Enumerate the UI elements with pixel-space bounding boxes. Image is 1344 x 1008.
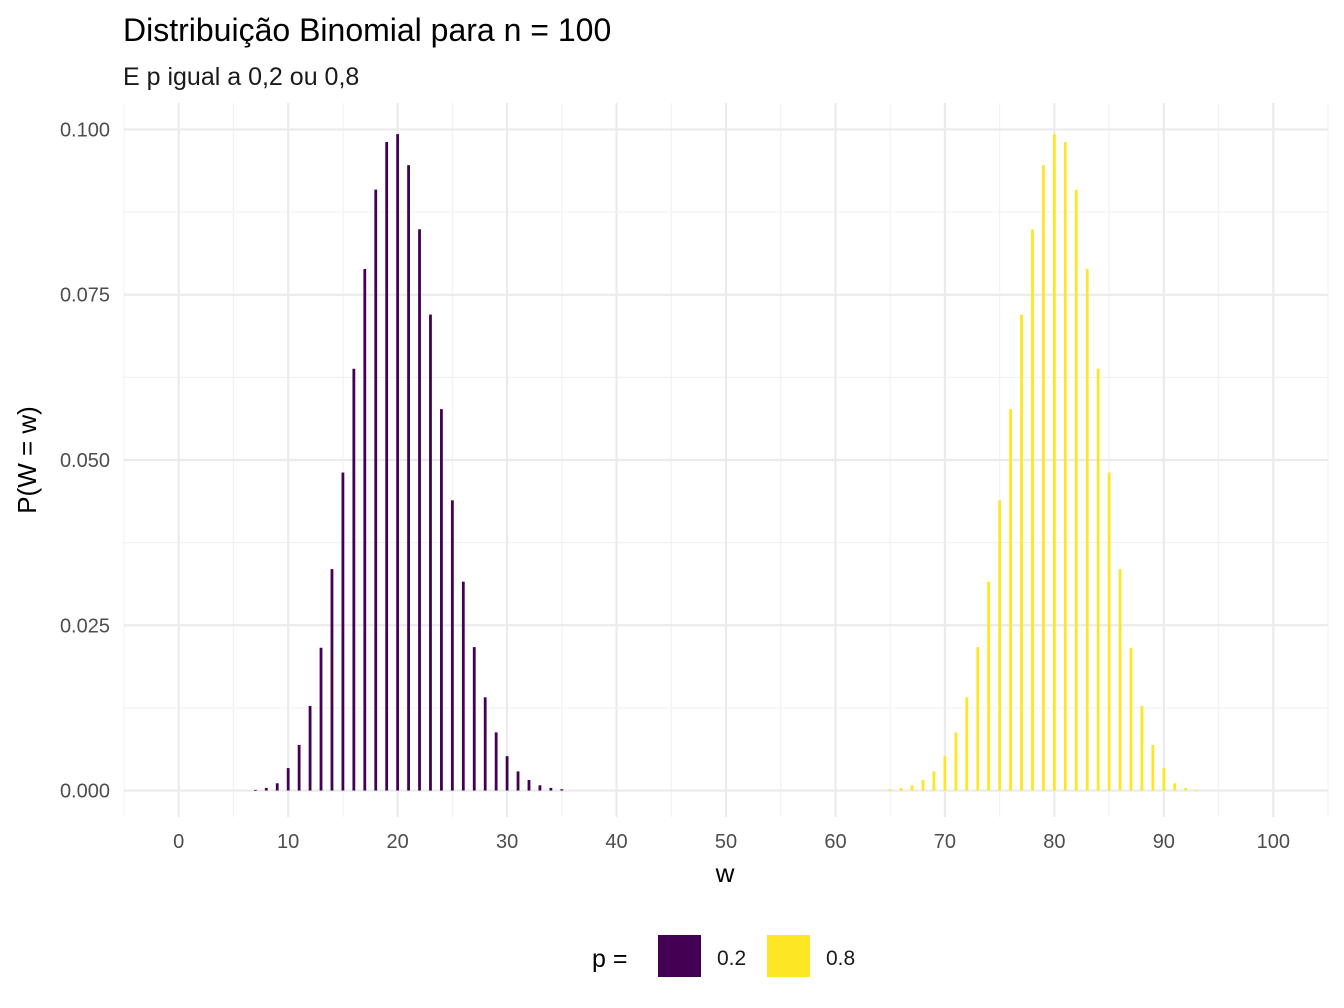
bar-p08 (1107, 472, 1111, 791)
y-tick-label: 0.100 (60, 119, 110, 141)
legend-label: 0.2 (717, 947, 746, 970)
legend-title: p = (592, 945, 627, 973)
bar-p08 (1184, 787, 1188, 791)
bar-p08 (943, 756, 947, 791)
bar-p08 (888, 789, 892, 791)
bar-p08 (1074, 189, 1078, 791)
x-tick-label: 80 (1043, 831, 1065, 853)
bar-p02 (483, 697, 487, 791)
bar-marks (253, 134, 1199, 791)
bar-p02 (527, 779, 531, 791)
bar-p02 (352, 368, 356, 791)
x-tick-label: 10 (277, 831, 299, 853)
bar-p08 (1020, 314, 1023, 791)
bar-p02 (286, 768, 290, 791)
bar-p02 (472, 647, 476, 791)
bar-p08 (921, 779, 925, 791)
bar-p08 (965, 697, 969, 791)
legend-key (767, 935, 810, 977)
y-tick-label: 0.025 (60, 615, 110, 637)
bar-p02 (264, 787, 268, 791)
bar-p08 (1031, 229, 1034, 791)
bar-p02 (374, 189, 378, 791)
bar-p08 (1063, 142, 1067, 791)
x-tick-label: 70 (934, 831, 956, 853)
bar-p08 (987, 581, 991, 791)
bar-p02 (407, 165, 410, 791)
bar-p08 (1052, 134, 1056, 791)
bar-p02 (418, 229, 421, 791)
bar-p02 (450, 500, 454, 791)
x-tick-label: 100 (1257, 831, 1290, 853)
bar-p02 (560, 789, 564, 791)
bar-p02 (549, 787, 553, 791)
x-tick-label: 40 (605, 831, 627, 853)
bar-p08 (998, 500, 1002, 791)
bar-p02 (440, 409, 443, 791)
x-tick-label: 30 (496, 831, 518, 853)
chart-subtitle: E p igual a 0,2 ou 0,8 (123, 63, 359, 91)
bar-p02 (330, 569, 334, 791)
bar-p02 (429, 314, 432, 791)
legend: p = 0.2 0.8 (592, 935, 855, 977)
y-axis-ticks: 0.000 0.025 0.050 0.075 0.100 (60, 119, 110, 802)
bar-p02 (297, 744, 301, 791)
bar-p08 (1085, 268, 1089, 791)
bar-p08 (1195, 789, 1199, 791)
y-tick-label: 0.075 (60, 285, 110, 307)
bar-p08 (1140, 705, 1144, 791)
bar-p08 (910, 785, 914, 791)
bar-p02 (505, 756, 509, 791)
legend-label: 0.8 (826, 947, 855, 970)
bar-p08 (1118, 569, 1122, 791)
bar-p02 (396, 134, 400, 791)
chart-title: Distribuição Binomial para n = 100 (123, 12, 611, 48)
bar-p02 (494, 732, 498, 791)
legend-key (658, 935, 701, 977)
bar-p08 (1009, 409, 1012, 791)
bar-p08 (899, 787, 903, 791)
bar-p02 (275, 783, 279, 791)
bar-p08 (1151, 744, 1155, 791)
x-axis-ticks: 0 10 20 30 40 50 60 70 80 90 100 (173, 831, 1290, 853)
x-tick-label: 60 (824, 831, 846, 853)
bar-p02 (319, 647, 323, 791)
bar-p02 (363, 268, 367, 791)
bar-p02 (538, 785, 542, 791)
bar-p02 (385, 142, 389, 791)
x-axis-title: w (715, 858, 735, 888)
bar-p08 (976, 647, 980, 791)
bar-p08 (1173, 783, 1177, 791)
bar-p08 (1162, 768, 1166, 791)
bar-p08 (1129, 647, 1133, 791)
y-axis-title: P(W = w) (12, 406, 42, 514)
bar-p08 (954, 732, 958, 791)
x-tick-label: 0 (173, 831, 184, 853)
bar-p02 (516, 771, 520, 791)
bar-p02 (341, 472, 345, 791)
y-tick-label: 0.000 (60, 781, 110, 803)
bar-p02 (253, 789, 257, 791)
bar-p08 (932, 771, 936, 791)
x-tick-label: 20 (387, 831, 409, 853)
x-tick-label: 50 (715, 831, 737, 853)
y-tick-label: 0.050 (60, 450, 110, 472)
x-tick-label: 90 (1153, 831, 1175, 853)
bar-p02 (308, 705, 312, 791)
bar-p08 (1096, 368, 1100, 791)
bar-p08 (1042, 165, 1045, 791)
bar-p02 (461, 581, 465, 791)
